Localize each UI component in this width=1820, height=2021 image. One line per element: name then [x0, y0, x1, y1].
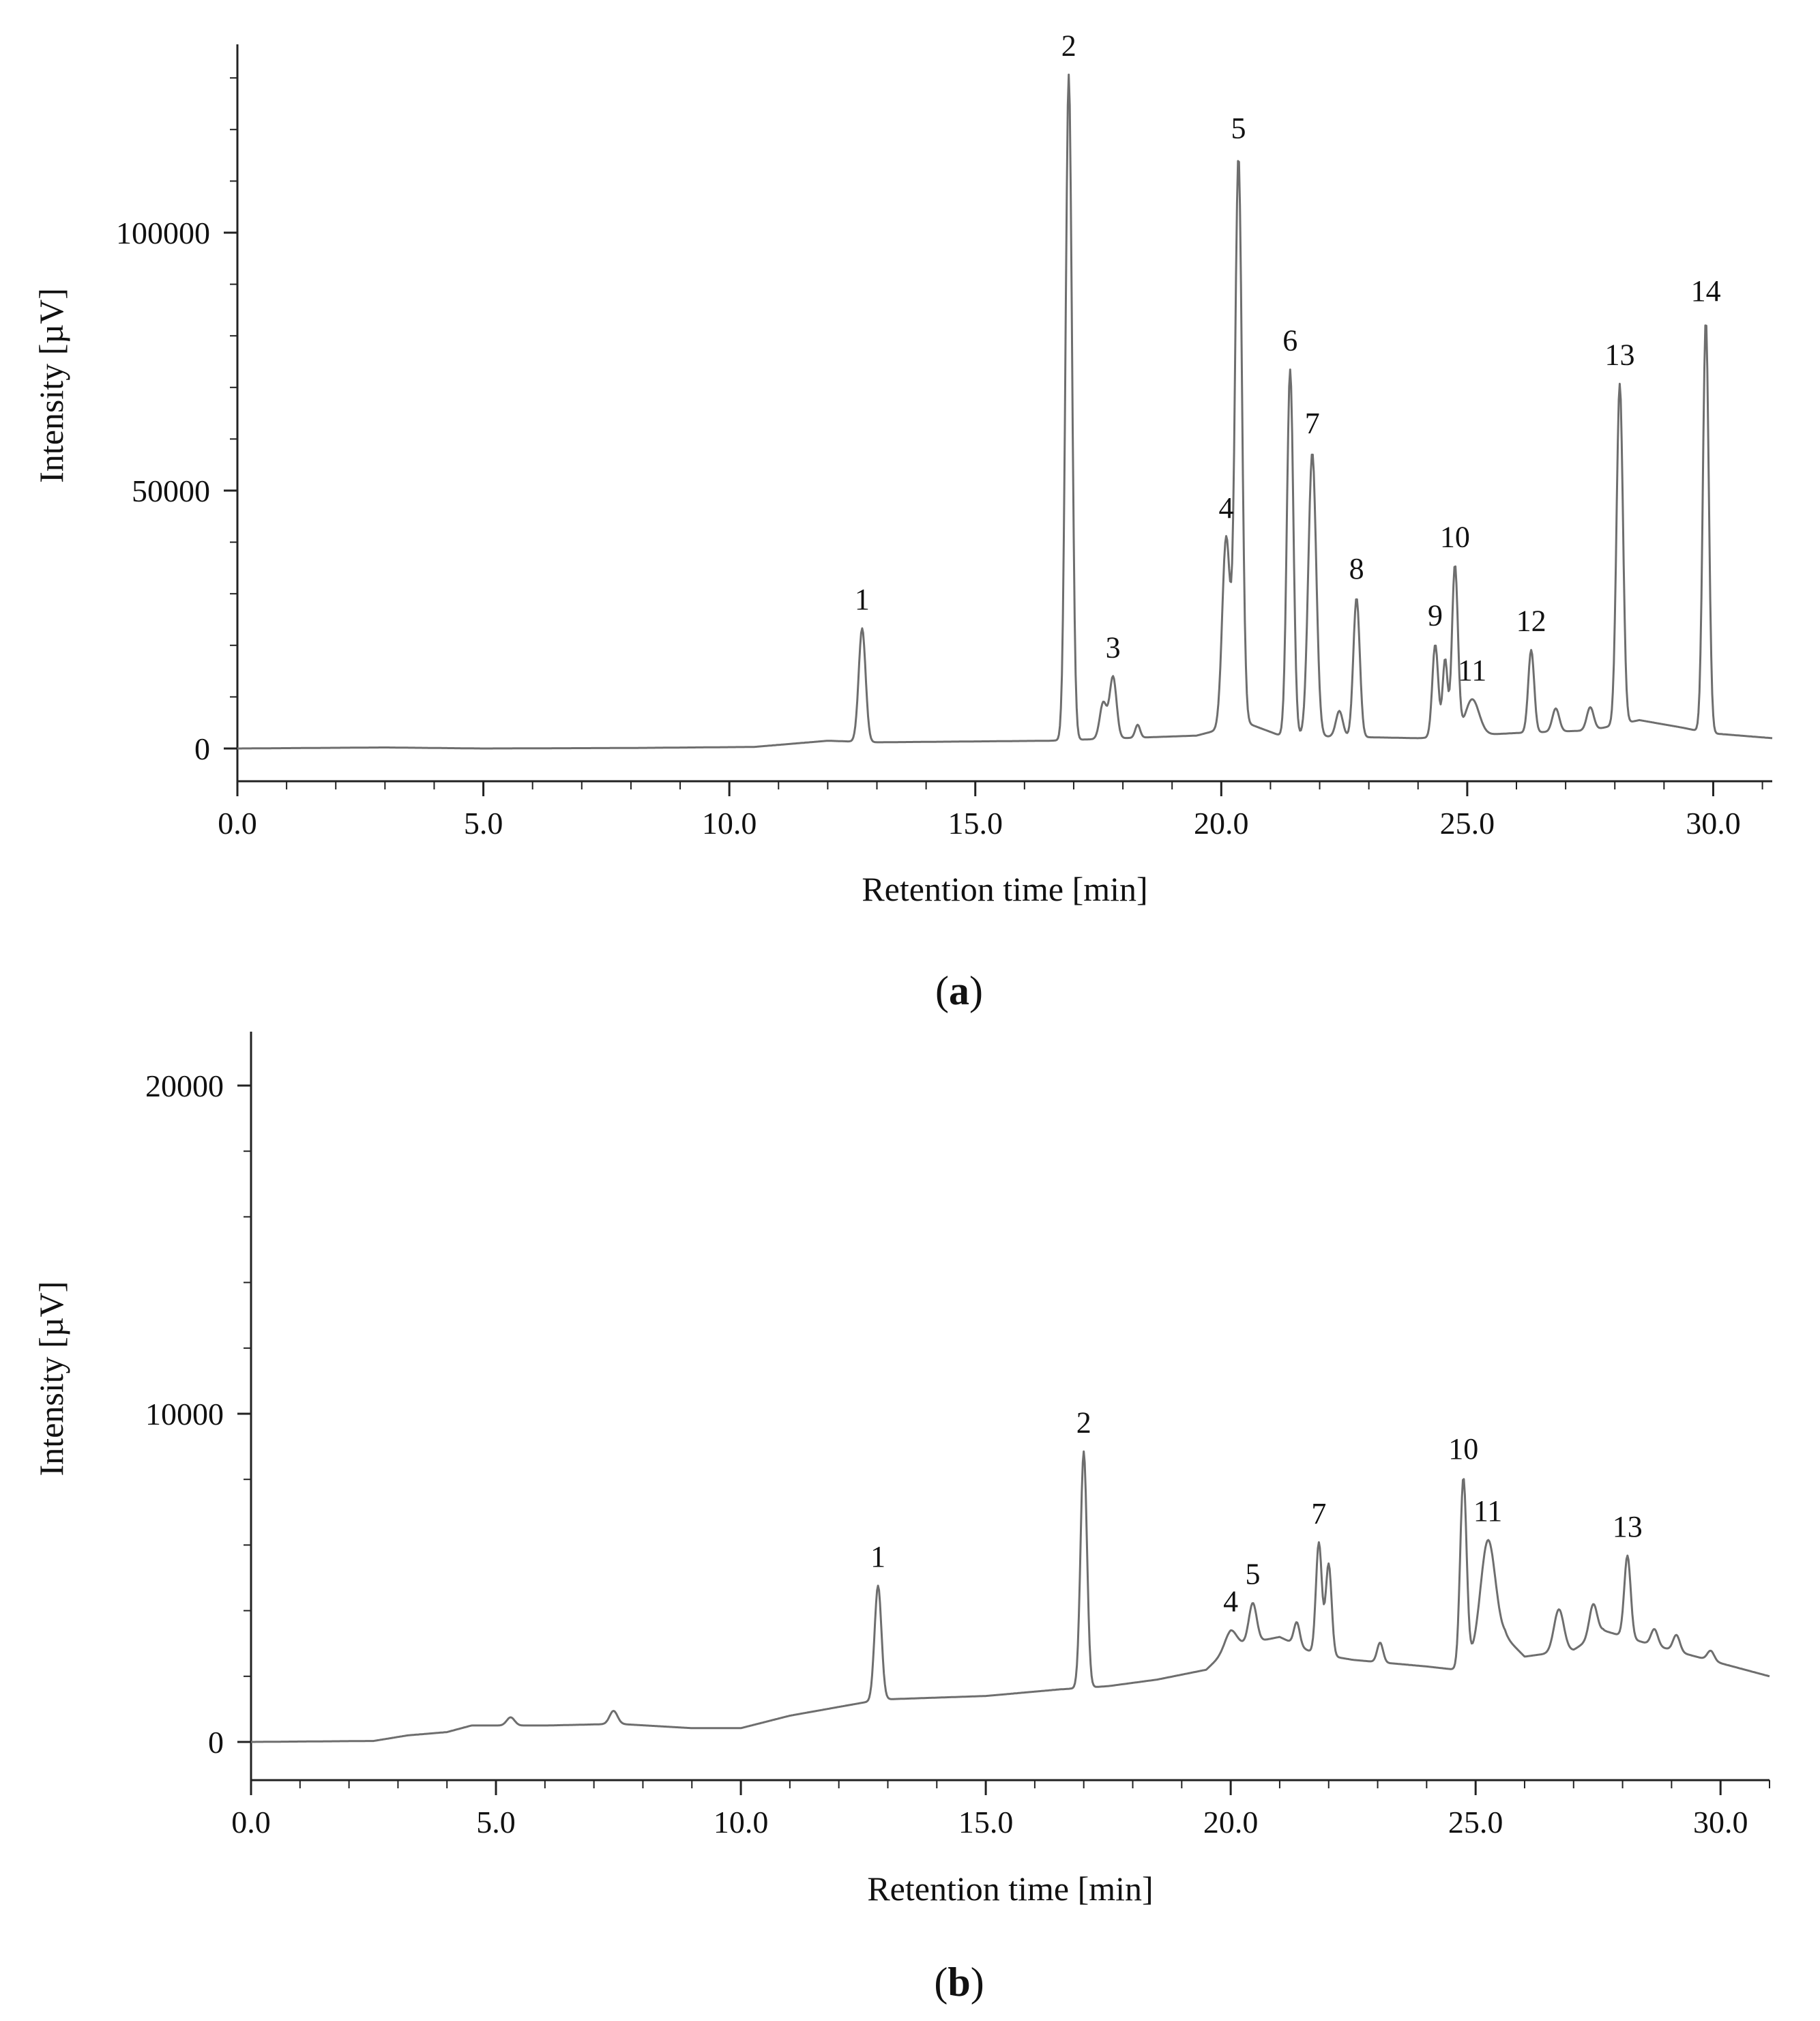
p0-peak-label-2: 2 — [1061, 29, 1076, 62]
p0-peak-label-14: 14 — [1691, 274, 1721, 308]
p1-x-tick-label: 5.0 — [476, 1805, 516, 1840]
p1-x-tick-label: 0.0 — [231, 1805, 271, 1840]
p1-peak-label-11: 11 — [1473, 1494, 1502, 1528]
p1-x-tick-label: 20.0 — [1203, 1805, 1259, 1840]
p0-x-tick-label: 5.0 — [464, 806, 503, 841]
p0-x-tick-label: 25.0 — [1440, 806, 1495, 841]
p1-y-tick-label: 0 — [208, 1725, 224, 1760]
p0-peak-label-3: 3 — [1106, 631, 1121, 665]
p0-y-tick-label: 0 — [194, 731, 210, 766]
p0-x-tick-label: 20.0 — [1194, 806, 1249, 841]
p0-peak-label-9: 9 — [1428, 598, 1443, 632]
p1-peak-label-13: 13 — [1613, 1510, 1643, 1543]
p1-y-axis-title: Intensity [µV] — [32, 1281, 70, 1477]
panel-a-label: (a) — [935, 968, 983, 1013]
panel-b-label: (b) — [934, 1960, 984, 2005]
p0-y-axis-title: Intensity [µV] — [32, 288, 70, 483]
p0-x-tick-label: 0.0 — [218, 806, 257, 841]
p0-peak-label-11: 11 — [1458, 654, 1486, 687]
p1-x-tick-label: 30.0 — [1693, 1805, 1748, 1840]
p0-peak-label-7: 7 — [1305, 407, 1320, 440]
p0-y-tick-label: 100000 — [116, 216, 210, 250]
chromatogram-panel-a: 0.0 5.0 10.0 15.0 20.0 25.0 30.0 0 50000 100000 Re… — [32, 29, 1773, 908]
p0-chromatogram-trace — [237, 73, 1773, 750]
p1-x-tick-label: 25.0 — [1448, 1805, 1503, 1840]
p0-x-axis-title: Retention time [min] — [862, 870, 1147, 908]
p1-peak-label-1: 1 — [870, 1540, 885, 1573]
p1-peak-label-5: 5 — [1245, 1557, 1260, 1590]
p1-x-tick-label: 10.0 — [714, 1805, 769, 1840]
p0-x-tick-label: 15.0 — [948, 806, 1003, 841]
p1-peak-label-7: 7 — [1311, 1497, 1326, 1530]
p1-x-axis-title: Retention time [min] — [867, 1870, 1153, 1908]
p1-x-tick-label: 15.0 — [958, 1805, 1014, 1840]
p0-peak-label-1: 1 — [855, 583, 870, 616]
p0-peak-label-5: 5 — [1231, 111, 1246, 145]
p0-peak-label-4: 4 — [1219, 491, 1234, 525]
chromatogram-panel-b: 0.0 5.0 10.0 15.0 20.0 25.0 30.0 0 10000 20000 Ret… — [32, 1032, 1770, 1908]
p0-peak-label-8: 8 — [1349, 552, 1364, 585]
p0-peak-label-10: 10 — [1440, 521, 1470, 554]
p0-x-tick-label: 10.0 — [702, 806, 757, 841]
p1-peak-label-4: 4 — [1223, 1584, 1238, 1618]
p0-peak-label-6: 6 — [1282, 324, 1297, 358]
p0-y-tick-label: 50000 — [132, 474, 210, 508]
p1-y-tick-label: 10000 — [145, 1397, 224, 1431]
p0-x-tick-label: 30.0 — [1686, 806, 1741, 841]
p0-peak-label-13: 13 — [1604, 338, 1634, 372]
p1-y-tick-label: 20000 — [145, 1068, 224, 1103]
p1-chromatogram-trace — [250, 1450, 1770, 1743]
p1-peak-label-2: 2 — [1076, 1406, 1091, 1439]
p1-peak-label-10: 10 — [1448, 1432, 1478, 1466]
p0-peak-label-12: 12 — [1516, 605, 1546, 638]
